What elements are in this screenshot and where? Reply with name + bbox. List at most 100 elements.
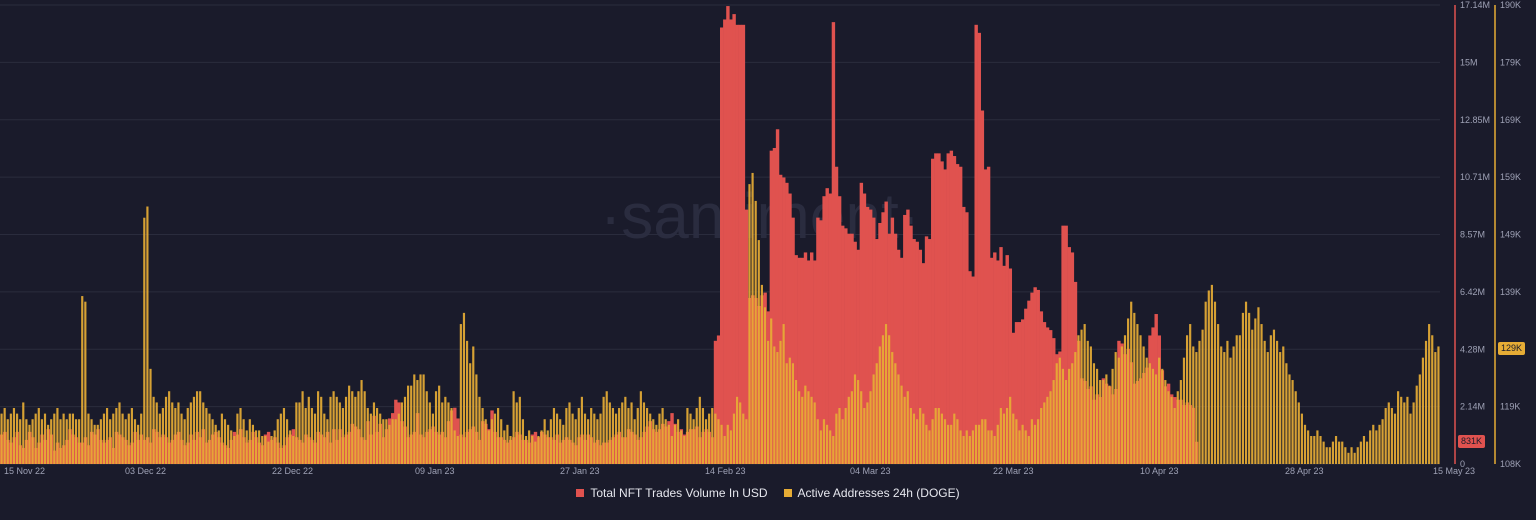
- nft-volume-bar: [999, 247, 1003, 464]
- active-addresses-bar: [531, 436, 534, 464]
- active-addresses-bar: [1244, 301, 1248, 464]
- active-addresses-bar: [1040, 408, 1043, 464]
- active-addresses-bar: [943, 419, 947, 464]
- active-addresses-bar: [403, 396, 407, 464]
- active-addresses-bar: [521, 419, 525, 464]
- active-addresses-bar: [729, 430, 732, 464]
- active-addresses-bar: [512, 391, 515, 464]
- active-addresses-bar: [1375, 430, 1378, 464]
- active-addresses-bar: [109, 419, 112, 464]
- active-addresses-bar: [947, 424, 950, 464]
- active-addresses-bar: [1154, 374, 1158, 464]
- active-addresses-bar: [1127, 318, 1130, 464]
- nft-volume-bar: [782, 177, 786, 464]
- active-addresses-bar: [915, 419, 919, 464]
- nft-volume-bar: [850, 233, 854, 464]
- active-addresses-bar: [1310, 436, 1313, 464]
- active-addresses-bar: [102, 413, 106, 464]
- active-addresses-bar: [1220, 346, 1223, 464]
- active-addresses-bar: [140, 413, 143, 464]
- active-addresses-bar: [695, 408, 698, 464]
- active-addresses-bar: [1251, 329, 1254, 464]
- nft-volume-bar: [974, 24, 978, 464]
- nft-volume-bar: [955, 164, 960, 464]
- active-addresses-bar: [1341, 441, 1344, 464]
- active-addresses-bar: [1189, 324, 1192, 464]
- active-addresses-bar: [785, 363, 788, 464]
- active-addresses-bar: [621, 402, 624, 464]
- active-addresses-bar: [614, 413, 618, 464]
- active-addresses-bar: [1099, 380, 1102, 464]
- active-addresses-bar: [919, 408, 922, 464]
- active-addresses-bar: [1217, 324, 1220, 464]
- active-addresses-bar: [295, 402, 298, 464]
- nft-volume-bar: [868, 209, 873, 464]
- nft-volume-bar: [825, 188, 829, 465]
- nft-volume-bar: [990, 257, 994, 464]
- active-addresses-bar: [56, 408, 59, 464]
- active-addresses-bar: [1428, 324, 1431, 464]
- active-addresses-bar: [1300, 413, 1303, 464]
- active-addresses-bar: [497, 408, 500, 464]
- active-addresses-bar: [552, 408, 556, 464]
- active-addresses-bar: [285, 419, 289, 464]
- right-axis-tick-label: 159K: [1500, 172, 1521, 182]
- active-addresses-bar: [186, 408, 189, 464]
- active-addresses-bar: [1275, 340, 1279, 464]
- nft-volume-bar: [1024, 308, 1028, 464]
- active-addresses-bar: [1182, 357, 1186, 464]
- active-addresses-bar: [93, 424, 96, 464]
- active-addresses-bar: [825, 424, 829, 464]
- legend-item-nft-volume[interactable]: Total NFT Trades Volume In USD: [576, 486, 768, 500]
- active-addresses-bar: [683, 436, 686, 464]
- active-addresses-bar: [1303, 424, 1307, 464]
- active-addresses-bar: [739, 402, 742, 464]
- active-addresses-bar: [332, 391, 335, 464]
- active-addresses-bar: [1319, 436, 1322, 464]
- nft-volume-bar: [813, 260, 817, 464]
- active-addresses-bar: [1297, 402, 1300, 464]
- active-addresses-bar: [298, 402, 301, 464]
- active-addresses-bar: [618, 408, 621, 464]
- active-addresses-bar: [217, 430, 220, 464]
- nft-volume-bar: [713, 340, 718, 464]
- nft-volume-bar: [816, 217, 820, 464]
- active-addresses-bar: [804, 385, 807, 464]
- active-addresses-bar: [1142, 346, 1145, 464]
- active-addresses-bar: [307, 396, 310, 464]
- active-addresses-bar: [112, 413, 115, 464]
- nft-volume-bar: [875, 239, 879, 464]
- nft-volume-bar: [853, 241, 857, 464]
- active-addresses-bar: [1024, 430, 1027, 464]
- active-addresses-bar: [472, 346, 475, 464]
- active-addresses-bar: [1406, 396, 1409, 464]
- nft-volume-bar: [915, 241, 919, 464]
- active-addresses-bar: [317, 391, 320, 464]
- nft-volume-bar: [841, 225, 845, 464]
- active-addresses-bar: [320, 396, 323, 464]
- nft-volume-bar: [918, 249, 923, 464]
- active-addresses-bar: [351, 391, 354, 464]
- active-addresses-bar: [90, 419, 93, 464]
- active-addresses-bar: [40, 419, 43, 464]
- active-addresses-bar: [310, 408, 313, 464]
- nft-volume-bar: [921, 263, 926, 464]
- active-addresses-bar: [313, 413, 317, 464]
- active-addresses-bar: [701, 408, 705, 464]
- active-addresses-bar: [1403, 402, 1406, 464]
- active-addresses-bar: [779, 340, 782, 464]
- active-addresses-bar: [459, 324, 462, 464]
- active-addresses-bar: [1139, 335, 1142, 464]
- active-addresses-bar: [627, 408, 630, 464]
- active-addresses-bar: [1185, 335, 1189, 464]
- active-addresses-bar: [1015, 419, 1018, 464]
- active-addresses-bar: [180, 413, 183, 464]
- active-addresses-bar: [884, 324, 888, 464]
- active-addresses-bar: [1282, 346, 1285, 464]
- nft-volume-bar: [962, 206, 966, 465]
- active-addresses-bar: [462, 312, 466, 464]
- legend-item-active-addresses[interactable]: Active Addresses 24h (DOGE): [783, 486, 960, 500]
- active-addresses-bar: [487, 430, 490, 464]
- active-addresses-bar: [1338, 441, 1341, 464]
